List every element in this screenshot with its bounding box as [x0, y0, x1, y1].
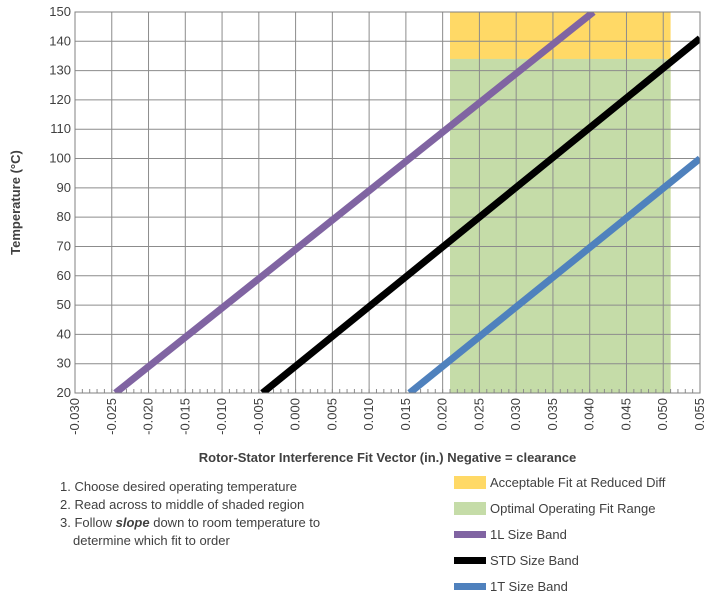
plot-frame — [74, 11, 701, 394]
x-tick-label: 0.005 — [324, 398, 339, 431]
x-tick-label: 0.025 — [471, 398, 486, 431]
x-tick-labels: -0.030 -0.025 -0.020 -0.015 -0.010 -0.005 0.00… — [67, 398, 707, 435]
legend-label-optimal: Optimal Operating Fit Range — [490, 500, 656, 516]
instruction-step-1: 1. Choose desired operating temperature — [60, 479, 298, 494]
y-tick-label: 20 — [57, 385, 71, 400]
legend-item-acceptable: Acceptable Fit at Reduced Diff — [454, 473, 665, 491]
y-tick-label: 70 — [57, 238, 71, 253]
instruction-step-3-emphasis: slope — [115, 515, 150, 530]
series-line-1t-size-band — [407, 155, 700, 393]
y-tick-label: 120 — [49, 92, 71, 107]
y-tick-label: 50 — [57, 297, 71, 312]
series-line-std-size-band — [260, 35, 700, 393]
legend-item-1l: 1L Size Band — [454, 525, 665, 543]
y-tick-label: 40 — [57, 326, 71, 341]
std-swatch — [454, 556, 486, 564]
x-tick-label: -0.030 — [67, 398, 82, 435]
y-tick-label: 140 — [49, 33, 71, 48]
y-tick-label: 60 — [57, 268, 71, 283]
1l-swatch — [454, 530, 486, 538]
x-tick-label: 0.040 — [582, 398, 597, 431]
x-tick-label: -0.020 — [141, 398, 156, 435]
legend-label-acceptable: Acceptable Fit at Reduced Diff — [490, 474, 666, 490]
instructions: 1. Choose desired operating temperature … — [60, 478, 320, 550]
x-tick-label: 0.015 — [398, 398, 413, 431]
legend-label-1t: 1T Size Band — [490, 578, 568, 594]
x-tick-label: -0.005 — [251, 398, 266, 435]
y-tick-label: 100 — [49, 151, 71, 166]
x-tick-label: 0.055 — [692, 398, 707, 431]
y-tick-label: 150 — [49, 4, 71, 19]
shaded-region-2 — [450, 58, 671, 394]
instruction-step-3: 3. Follow slope down to room temperature… — [60, 514, 320, 532]
x-tick-label: 0.045 — [618, 398, 633, 431]
y-axis-title: Temperature (°C) — [8, 150, 23, 255]
legend-label-1l: 1L Size Band — [490, 526, 567, 542]
instruction-step-3-continued: determine which fit to order — [73, 533, 230, 548]
x-tick-label: -0.015 — [177, 398, 192, 435]
x-axis-title: Rotor-Stator Interference Fit Vector (in… — [199, 450, 576, 465]
x-tick-label: 0.035 — [545, 398, 560, 431]
x-tick-label: -0.010 — [214, 398, 229, 435]
y-tick-labels: 20 30 40 50 60 70 80 90 100 110 120 130 140 150 — [49, 4, 71, 400]
y-tick-label: 30 — [57, 356, 71, 371]
series-lines — [113, 12, 700, 393]
series-line-1l-size-band — [113, 12, 596, 393]
y-tick-label: 110 — [50, 121, 71, 136]
acceptable-swatch — [454, 475, 486, 489]
y-tick-label: 80 — [57, 209, 71, 224]
x-tick-label: 0.030 — [508, 398, 523, 431]
y-tick-label: 130 — [49, 63, 71, 78]
legend: Acceptable Fit at Reduced Diff Optimal O… — [454, 473, 665, 603]
instruction-step-3-prefix: 3. Follow — [60, 515, 116, 530]
legend-label-std: STD Size Band — [490, 552, 579, 568]
x-tick-label: 0.010 — [361, 398, 376, 431]
legend-item-1t: 1T Size Band — [454, 577, 665, 595]
legend-item-optimal: Optimal Operating Fit Range — [454, 499, 665, 517]
instruction-step-3-suffix: down to room temperature to — [149, 515, 321, 530]
optimal-swatch — [454, 501, 486, 515]
fit-temperature-chart: 20 30 40 50 60 70 80 90 100 110 120 130 140 150 -0.03… — [8, 4, 707, 465]
legend-item-std: STD Size Band — [454, 551, 665, 569]
x-tick-label: 0.020 — [435, 398, 450, 431]
1t-swatch — [454, 582, 486, 590]
x-tick-label: -0.025 — [104, 398, 119, 435]
x-tick-label: 0.050 — [655, 398, 670, 431]
instruction-step-2: 2. Read across to middle of shaded regio… — [60, 497, 305, 512]
x-tick-label: 0.000 — [288, 398, 303, 431]
y-tick-label: 90 — [57, 180, 71, 195]
